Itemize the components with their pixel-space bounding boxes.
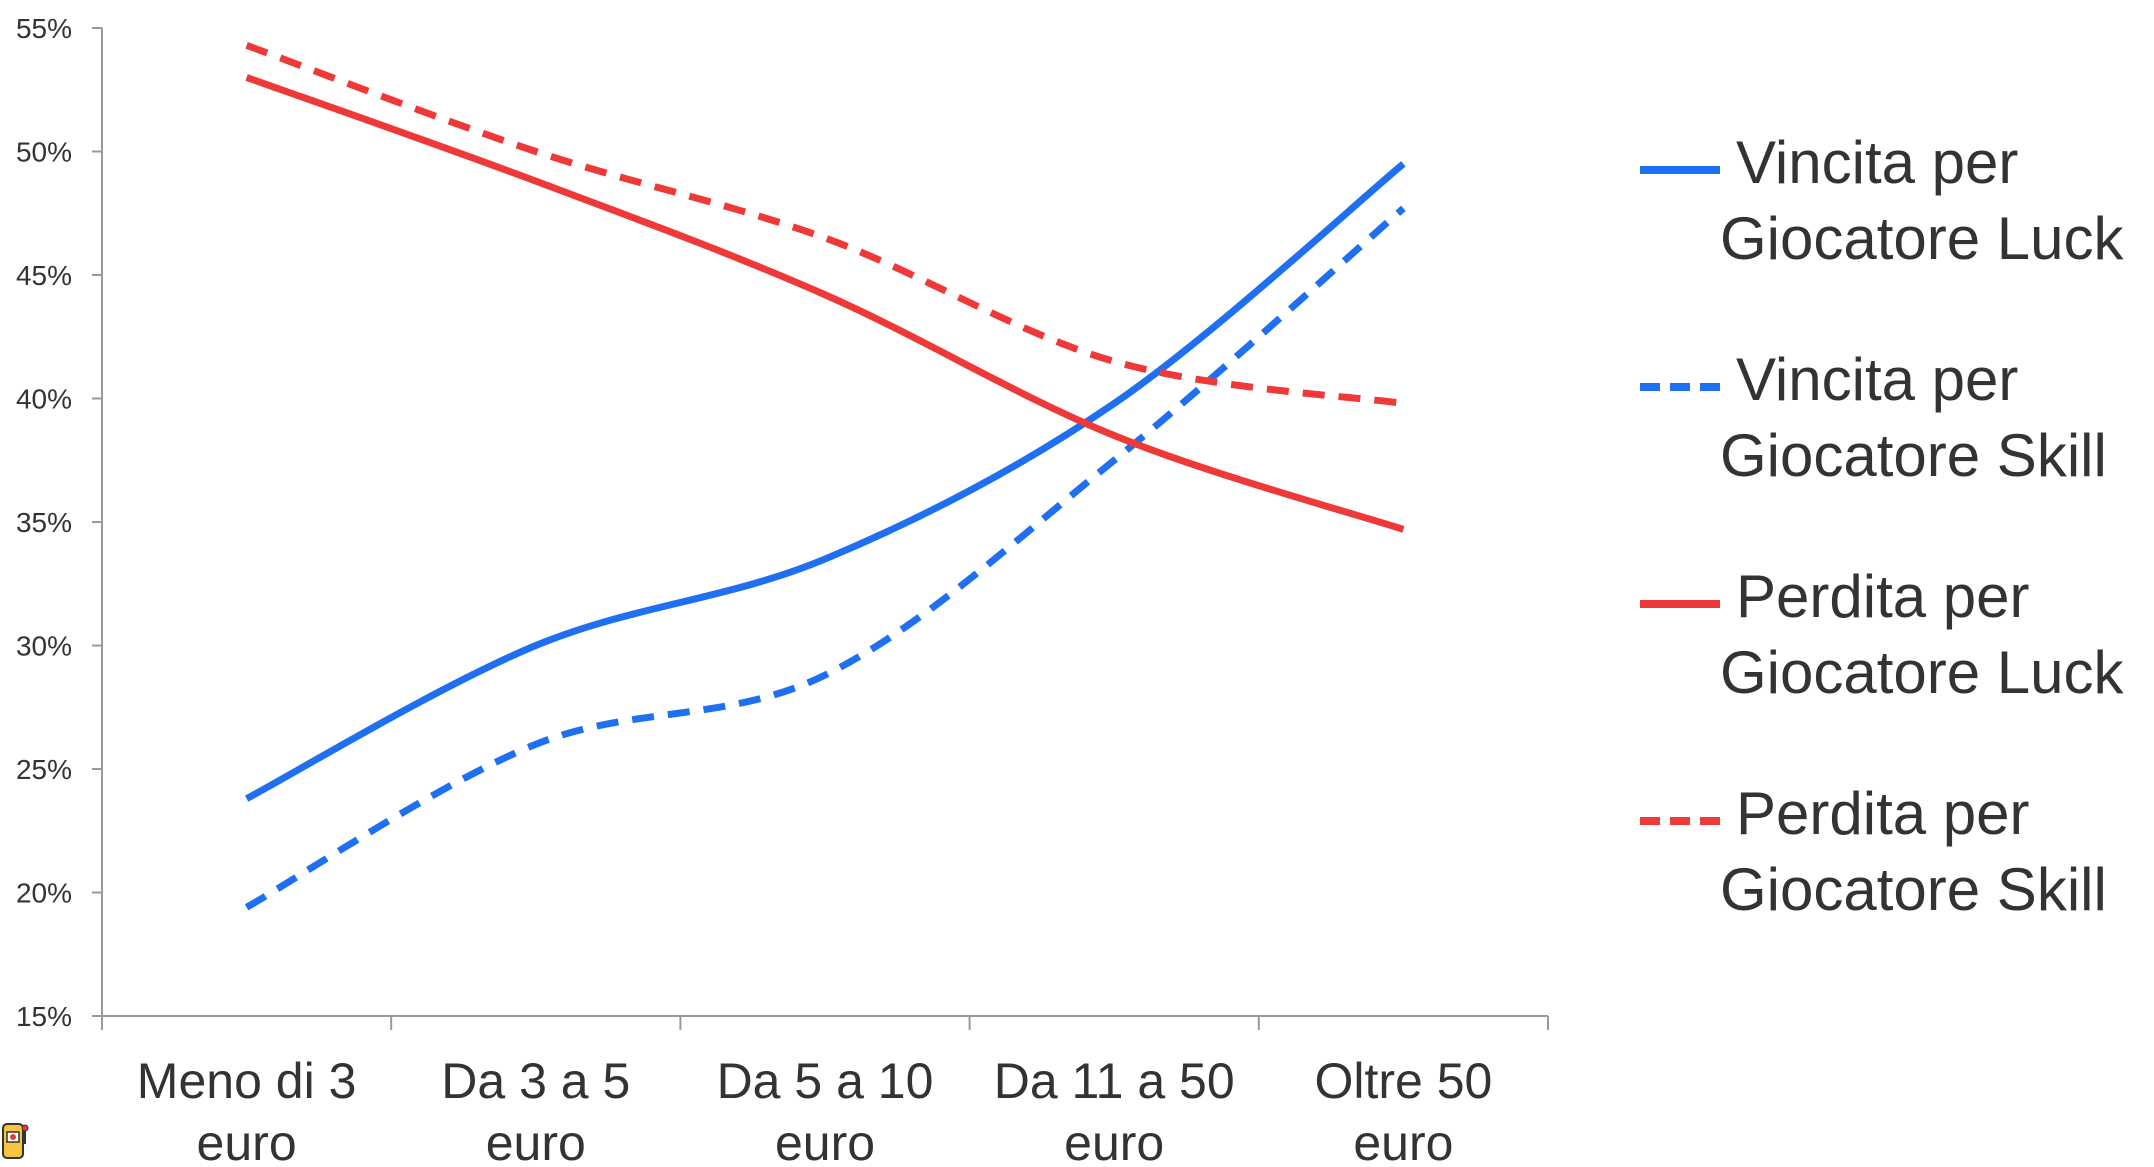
legend-item-vincita-luck: Vincita per Giocatore Luck xyxy=(1640,125,2154,342)
y-tick-label: 40% xyxy=(16,384,72,415)
slot-machine-icon xyxy=(2,1123,29,1159)
legend-item-perdita-skill: Perdita per Giocatore Skill xyxy=(1640,776,2154,993)
y-tick-label: 15% xyxy=(16,1001,72,1032)
legend-label-line1: Perdita per xyxy=(1736,780,2030,847)
series-line-perdita-luck xyxy=(245,74,1405,533)
x-tick-label: Meno di 3 euro xyxy=(137,1053,357,1167)
series-line-perdita-skill xyxy=(245,42,1404,407)
legend-swatch-solid-blue xyxy=(1640,166,1720,174)
legend-swatch-solid-red xyxy=(1640,600,1720,608)
x-tick-label: Oltre 50 euro xyxy=(1314,1053,1492,1167)
y-tick-label: 45% xyxy=(16,260,72,291)
series-line-vincita-skill xyxy=(244,205,1406,911)
legend-label-line1: Perdita per xyxy=(1736,563,2030,630)
legend-item-perdita-luck: Perdita per Giocatore Luck xyxy=(1640,559,2154,776)
legend-label-line1: Vincita per xyxy=(1736,346,2019,413)
x-axis: Meno di 3 euro Da 3 a 5 euro Da 5 a 10 euro Da… xyxy=(101,1015,1549,1167)
legend-label-line1: Vincita per xyxy=(1736,129,2019,196)
legend-item-vincita-skill: Vincita per Giocatore Skill xyxy=(1640,342,2154,559)
y-tick-label: 25% xyxy=(16,754,72,785)
legend-label-line2: Giocatore Skill xyxy=(1720,422,2107,489)
x-tick-label: Da 3 a 5 euro xyxy=(441,1053,630,1167)
legend-label-line2: Giocatore Skill xyxy=(1720,856,2107,923)
y-tick-label: 20% xyxy=(16,878,72,909)
plot-area xyxy=(244,42,1406,911)
y-tick-label: 50% xyxy=(16,137,72,168)
legend-label-line2: Giocatore Luck xyxy=(1720,639,2124,706)
legend: Vincita per Giocatore Luck Vincita per G… xyxy=(1640,125,2154,993)
legend-label-line2: Giocatore Luck xyxy=(1720,205,2124,272)
series-line-vincita-luck xyxy=(244,161,1406,802)
legend-swatch-dashed-red xyxy=(1640,817,1720,825)
y-axis: 15% 20% 25% 30% 35% 40% 45% 50% 55% xyxy=(16,13,103,1032)
y-tick-label: 30% xyxy=(16,631,72,662)
legend-swatch-dashed-blue xyxy=(1640,383,1720,391)
y-tick-label: 55% xyxy=(16,13,72,44)
y-tick-label: 35% xyxy=(16,507,72,538)
x-tick-label: Da 11 a 50 euro xyxy=(994,1053,1235,1167)
x-tick-label: Da 5 a 10 euro xyxy=(717,1053,934,1167)
